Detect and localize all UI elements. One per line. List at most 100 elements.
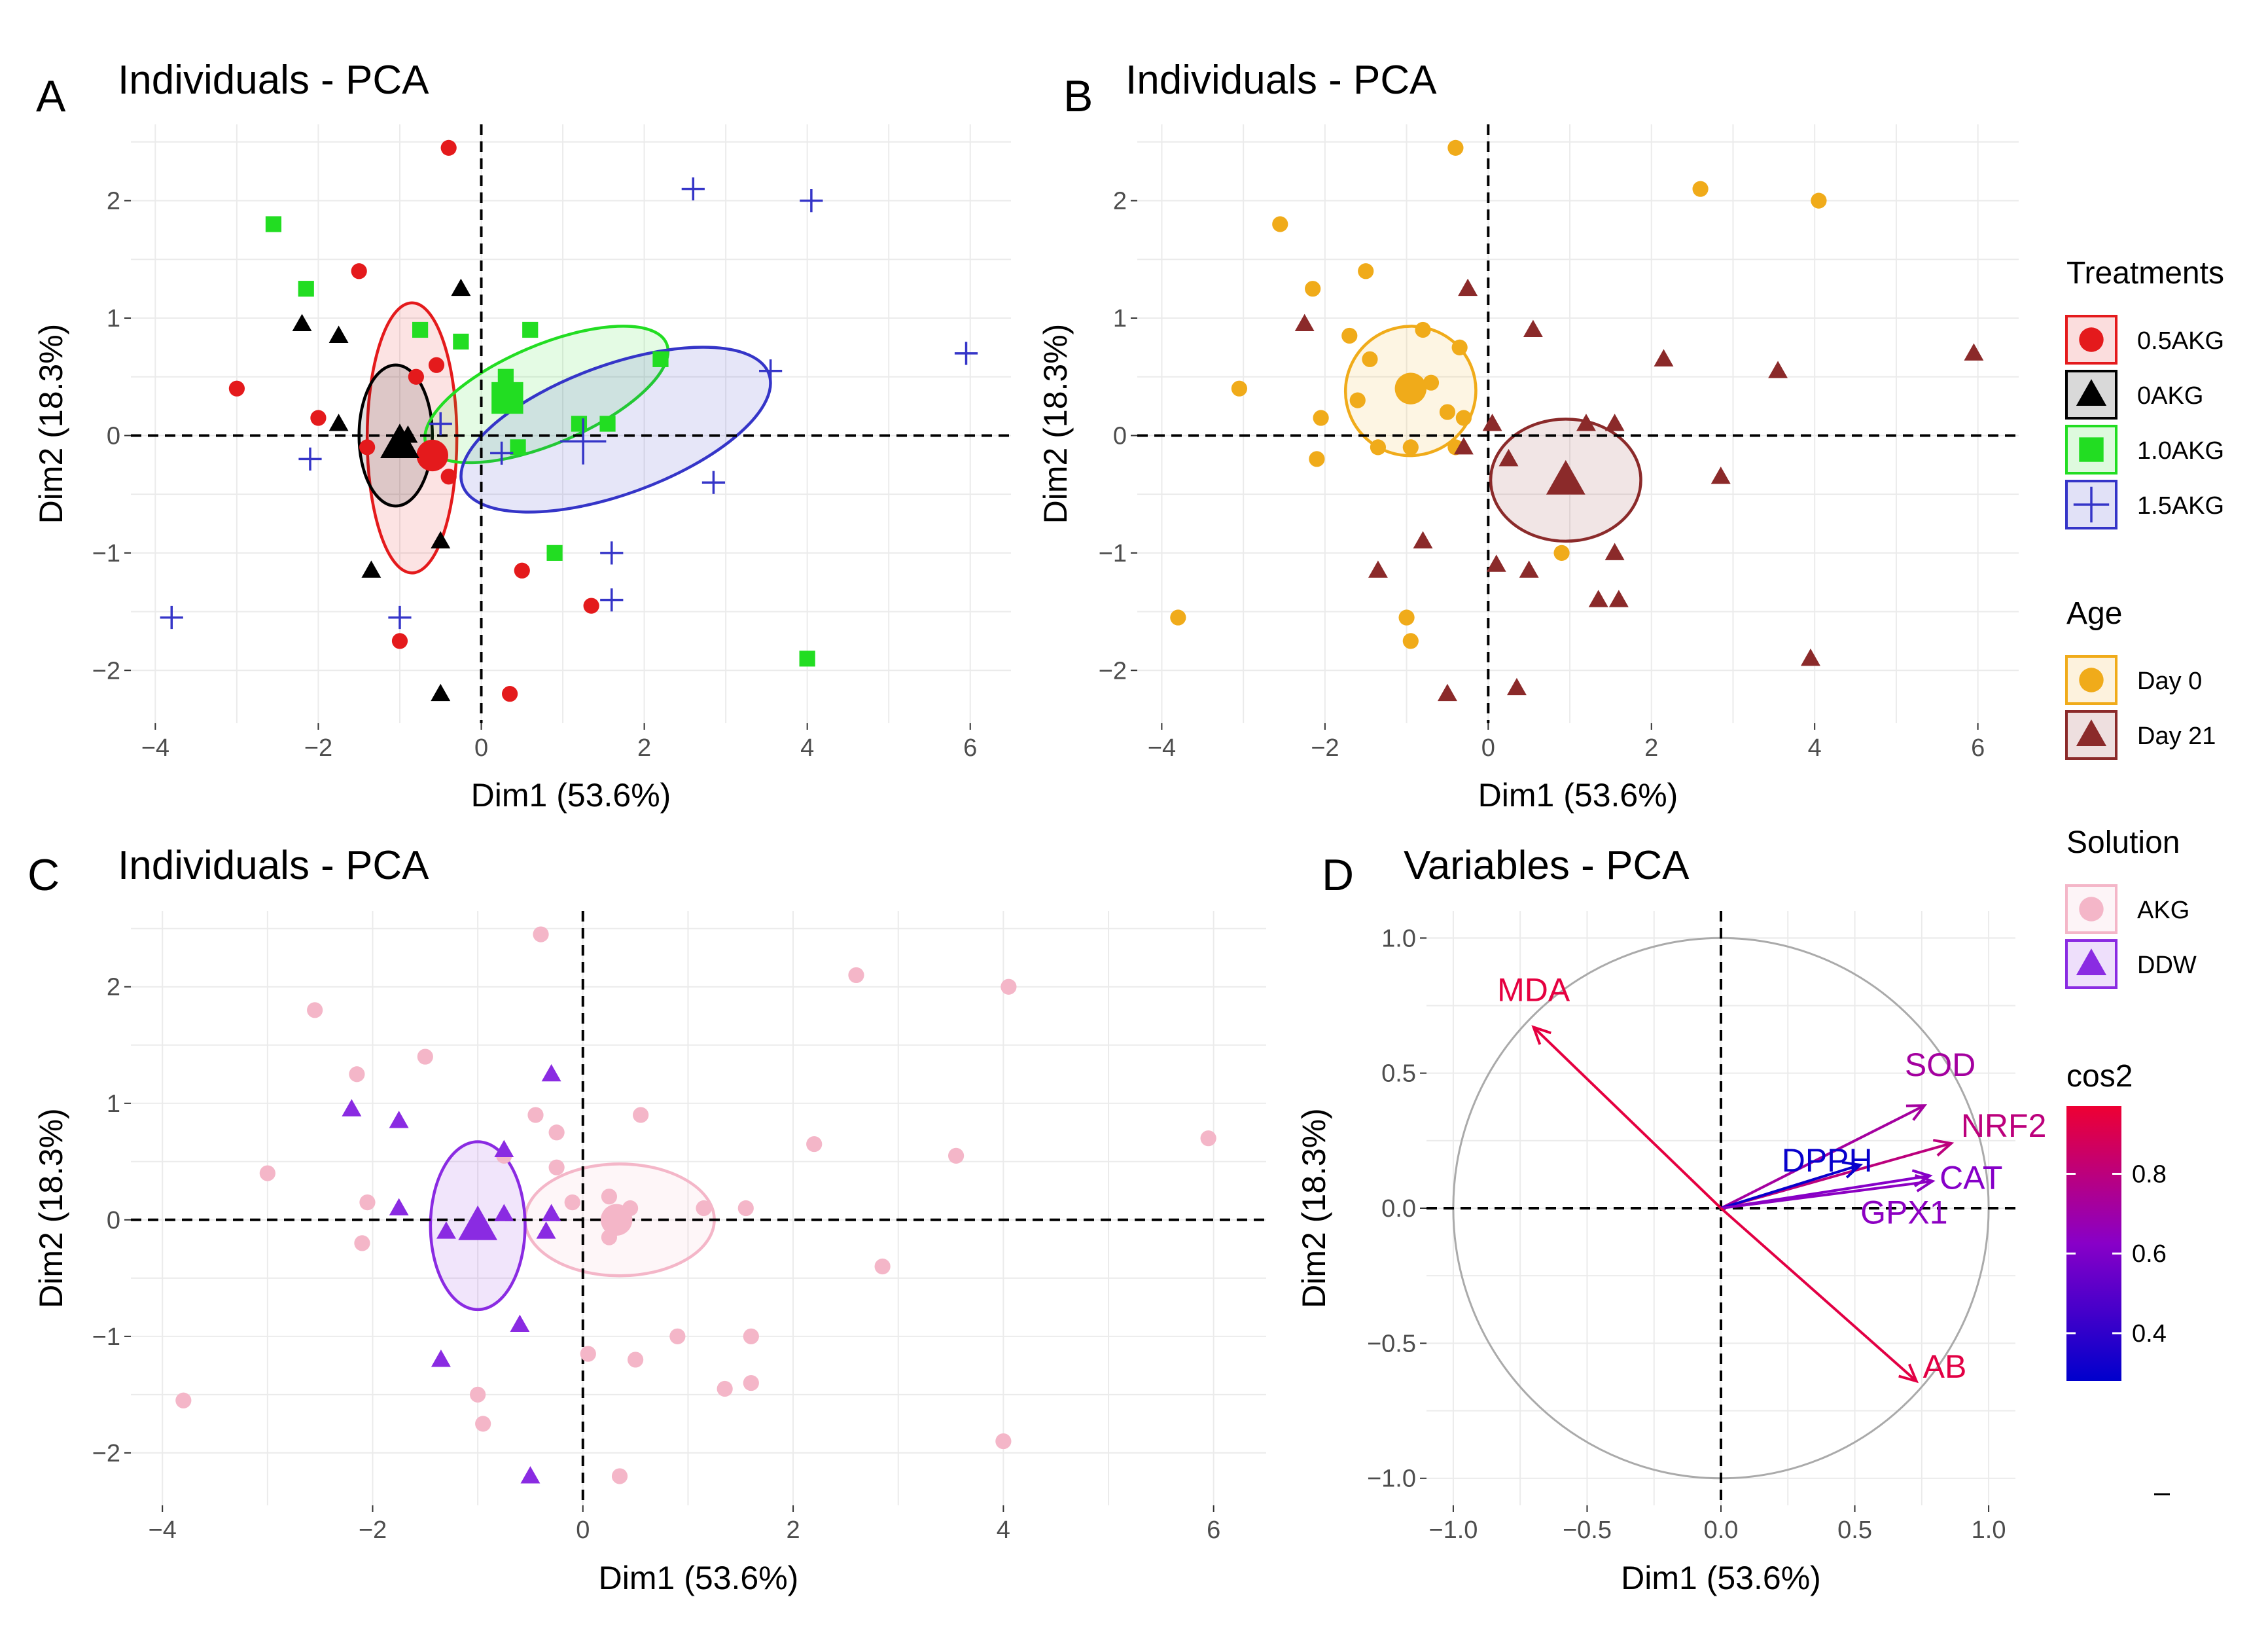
data-point xyxy=(1451,339,1468,355)
data-point xyxy=(1437,683,1457,702)
x-tick-label: 0 xyxy=(474,734,488,762)
data-point xyxy=(583,598,599,614)
y-tick-label: −0.5 xyxy=(1367,1330,1416,1357)
legend-title: cos2 xyxy=(2066,1059,2133,1094)
data-point xyxy=(1231,380,1248,397)
data-point xyxy=(328,414,349,431)
data-point xyxy=(611,1468,628,1484)
y-tick-label: 0 xyxy=(107,422,120,450)
legend-solution: Solution AKG DDW xyxy=(2065,825,2197,989)
data-point xyxy=(1692,181,1709,197)
x-tick-label: −1.0 xyxy=(1428,1516,1478,1544)
data-point xyxy=(1710,466,1731,484)
data-point xyxy=(1458,278,1478,296)
data-point xyxy=(548,1159,565,1175)
data-point xyxy=(874,1258,891,1275)
legend-title: Treatments xyxy=(2066,256,2224,291)
y-axis-title: Dim2 (18.3%) xyxy=(33,324,69,524)
confidence-ellipse xyxy=(459,346,772,514)
data-point xyxy=(501,686,518,702)
data-point xyxy=(1309,451,1325,467)
data-point xyxy=(494,1204,514,1221)
data-point xyxy=(1368,560,1388,578)
x-tick-label: 4 xyxy=(800,734,814,762)
data-point xyxy=(307,1002,323,1018)
group-centroid xyxy=(1394,372,1427,404)
data-point xyxy=(431,531,451,548)
data-point xyxy=(349,1066,365,1083)
data-point xyxy=(669,1328,686,1344)
x-tick-label: 6 xyxy=(1971,734,1985,762)
variable-label: CAT xyxy=(1940,1159,2002,1196)
panel-title: Variables - PCA xyxy=(1404,843,1690,888)
y-tick-label: 0 xyxy=(1113,422,1127,450)
data-point xyxy=(1294,314,1315,331)
data-point xyxy=(995,1433,1012,1450)
data-point xyxy=(417,1048,433,1065)
colorbar-tick-label: 0.6 xyxy=(2132,1240,2167,1268)
x-tick-label: 2 xyxy=(637,734,651,762)
legend-title: Solution xyxy=(2066,825,2180,860)
data-point xyxy=(160,605,183,630)
data-point xyxy=(1341,327,1358,344)
data-point xyxy=(848,967,864,984)
data-point xyxy=(1362,351,1378,367)
data-point xyxy=(522,321,539,338)
x-tick-label: 0.5 xyxy=(1837,1516,1872,1544)
data-point xyxy=(412,321,429,338)
data-point xyxy=(564,1194,580,1211)
data-point xyxy=(1423,374,1440,391)
panel-a: −4 −2 0 2 4 6 −2 −1 0 1 2 A Individuals - PCA Dim1 (5… xyxy=(33,58,1011,814)
data-point xyxy=(351,263,367,279)
data-point xyxy=(342,1099,362,1117)
variable-arrow xyxy=(1720,1164,1861,1210)
data-point xyxy=(431,683,451,702)
colorbar xyxy=(2066,1106,2121,1381)
data-point xyxy=(541,1204,561,1221)
y-tick-label: 0 xyxy=(107,1207,120,1234)
x-tick-label: 6 xyxy=(963,734,977,762)
legend-key-marker xyxy=(2079,668,2104,692)
legend-key-marker xyxy=(2076,379,2107,406)
data-point xyxy=(451,278,471,296)
y-axis-title: Dim2 (18.3%) xyxy=(33,1108,69,1308)
data-point xyxy=(1811,192,1827,209)
group-centroid xyxy=(491,382,523,414)
data-point xyxy=(681,177,705,201)
panel-d: −1.0 −0.5 0.0 0.5 1.0 −1.0 −0.5 0.0 0.5 1.0 D Varia… xyxy=(1296,843,2046,1596)
data-point xyxy=(743,1374,759,1391)
panel-letter: B xyxy=(1063,71,1093,121)
data-point xyxy=(1506,677,1527,696)
data-point xyxy=(533,926,549,942)
variable-arrowhead xyxy=(1914,1174,1936,1192)
panel-letter: D xyxy=(1322,850,1354,900)
data-point xyxy=(1519,560,1539,578)
variable-arrowhead xyxy=(1841,1160,1864,1179)
data-point xyxy=(361,560,381,578)
data-point xyxy=(580,1346,596,1362)
data-point xyxy=(696,1200,712,1217)
y-tick-label: −1 xyxy=(92,540,120,567)
data-point xyxy=(800,189,823,213)
data-point xyxy=(440,469,457,485)
data-point xyxy=(1402,633,1419,649)
group-centroid xyxy=(600,1204,633,1236)
y-tick-label: 2 xyxy=(107,974,120,1001)
x-tick-label: 2 xyxy=(787,1516,800,1544)
group-centroid xyxy=(416,439,448,472)
variable-label: AB xyxy=(1923,1348,1967,1385)
variable-arrow xyxy=(1533,1026,1722,1210)
variable-arrowhead xyxy=(1932,1139,1955,1156)
legend-key-marker xyxy=(2073,486,2110,523)
data-point xyxy=(1305,281,1321,297)
data-point xyxy=(1313,410,1329,426)
data-point xyxy=(408,368,424,385)
legend-key-marker xyxy=(2076,948,2107,975)
data-point xyxy=(527,1107,544,1123)
x-tick-label: −2 xyxy=(304,734,332,762)
data-point xyxy=(265,216,282,232)
legend-label: AKG xyxy=(2137,897,2189,924)
data-point xyxy=(1402,439,1419,456)
x-tick-label: 0 xyxy=(576,1516,590,1544)
